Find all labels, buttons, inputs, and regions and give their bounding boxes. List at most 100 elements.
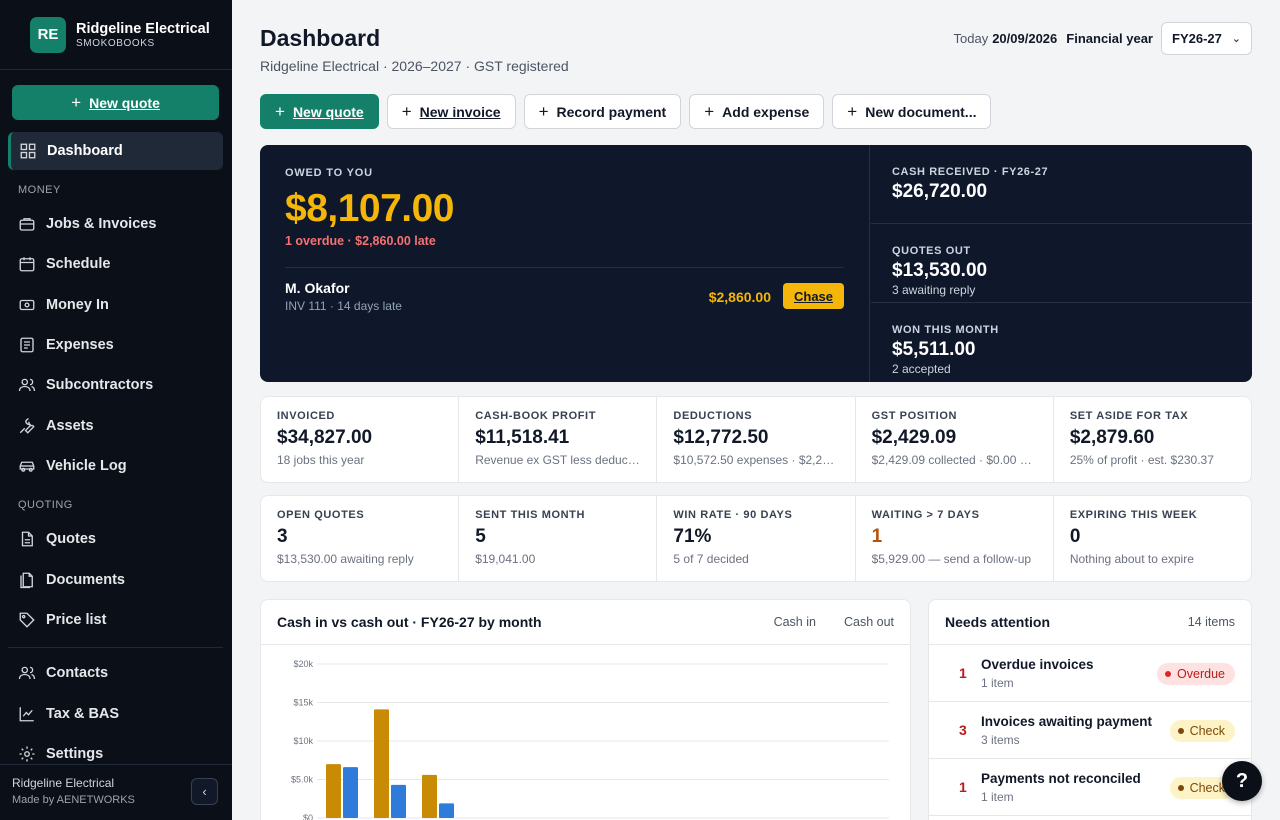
contacts-icon (18, 666, 36, 680)
stat-waiting-7-days[interactable]: WAITING > 7 DAYS 1 $5,929.00 — send a fo… (856, 496, 1054, 581)
attention-item-overdue-invoices[interactable]: 1 Overdue invoices 1 item Overdue (929, 645, 1251, 702)
stat-cash-book-profit[interactable]: CASH-BOOK PROFIT $11,518.41 Revenue ex G… (459, 397, 658, 482)
stat-sub: $2,429.09 collected · $0.00 cr... (871, 453, 1037, 467)
y-tick-label: $20k (293, 659, 313, 669)
sidebar-item-assets[interactable]: Assets (8, 407, 223, 445)
sidebar-item-settings[interactable]: Settings (8, 735, 223, 773)
y-tick-label: $15k (293, 698, 313, 708)
stat-gst-position[interactable]: GST POSITION $2,429.09 $2,429.09 collect… (856, 397, 1054, 482)
sidebar-item-subcontractors[interactable]: Subcontractors (8, 366, 223, 404)
quotes-out-cell[interactable]: QUOTES OUT $13,530.00 3 awaiting reply (871, 224, 1252, 303)
add-expense-label: Add expense (722, 103, 810, 120)
owed-summary-panel: OWED TO YOU $8,107.00 1 overdue · $2,860… (260, 145, 1252, 382)
record-payment-label: Record payment (556, 103, 667, 120)
receipt-icon (20, 337, 34, 353)
legend-cash-in[interactable]: Cash in (773, 615, 816, 629)
sidebar-item-label: Assets (46, 418, 94, 434)
bar-cash-out[interactable] (391, 784, 406, 818)
dot-icon (1177, 728, 1184, 734)
file-icon (21, 531, 33, 547)
sidebar-item-label: Settings (46, 746, 104, 762)
stat-value: $11,518.41 (475, 427, 570, 448)
financial-year-select[interactable]: FY26-27 ⌄ (1161, 22, 1252, 55)
bar-cash-out[interactable] (343, 767, 358, 818)
sidebar-item-dashboard[interactable]: Dashboard (8, 132, 223, 170)
stat-label: OPEN QUOTES (277, 509, 365, 521)
sidebar-item-vehicle-log[interactable]: Vehicle Log (8, 447, 223, 485)
attention-item-invoices-awaiting[interactable]: 3 Invoices awaiting payment 3 items Chec… (929, 702, 1251, 759)
won-value: $5,511.00 (892, 339, 976, 360)
sidebar-item-label: Money In (46, 297, 109, 313)
status-badge: Check (1169, 720, 1235, 742)
record-payment-button[interactable]: + Record payment (523, 94, 682, 129)
stat-label: INVOICED (277, 410, 335, 422)
cash-chart-card: Cash in vs cash out · FY26-27 by month C… (260, 599, 911, 820)
attention-item-payments-not-reconciled[interactable]: 1 Payments not reconciled 1 item Check (929, 759, 1251, 816)
new-quote-label: New quote (292, 103, 364, 120)
sidebar-item-documents[interactable]: Documents (8, 561, 223, 599)
stat-set-aside-for-tax[interactable]: SET ASIDE FOR TAX $2,879.60 25% of profi… (1054, 397, 1251, 482)
car-icon (19, 461, 35, 472)
gear-icon (19, 746, 35, 762)
sidebar-item-label: Subcontractors (46, 377, 154, 393)
cash-received-cell[interactable]: CASH RECEIVED · FY26-27 $26,720.00 (871, 145, 1252, 224)
bar-cash-out[interactable] (439, 803, 454, 818)
stat-sent-this-month[interactable]: SENT THIS MONTH 5 $19,041.00 (459, 496, 658, 581)
stat-label: DEDUCTIONS (673, 410, 753, 422)
add-expense-button[interactable]: + Add expense (689, 94, 825, 129)
new-invoice-button[interactable]: + New invoice (386, 94, 516, 129)
attention-count: 14 items (1187, 615, 1235, 629)
collapse-sidebar-button[interactable]: ‹ (191, 778, 218, 805)
users-icon (18, 378, 36, 392)
stat-deductions[interactable]: DEDUCTIONS $12,772.50 $10,572.50 expense… (657, 397, 856, 482)
sidebar-item-tax-bas[interactable]: Tax & BAS (8, 695, 223, 733)
attention-item-label: Invoices awaiting payment (981, 714, 1153, 729)
plus-icon: + (275, 101, 285, 121)
chevron-down-icon: ⌄ (1231, 33, 1241, 45)
sidebar-new-quote-button[interactable]: + New quote (12, 85, 219, 120)
sidebar-item-quotes[interactable]: Quotes (8, 520, 223, 558)
new-quote-button[interactable]: + New quote (260, 94, 379, 129)
status-badge-label: Overdue (1177, 667, 1225, 681)
calendar-icon (19, 257, 35, 272)
sidebar-item-schedule[interactable]: Schedule (8, 245, 223, 283)
plus-icon: + (704, 101, 715, 121)
chase-button[interactable]: Chase (783, 283, 844, 309)
sidebar-item-price-list[interactable]: Price list (8, 601, 223, 639)
owed-amount: $8,107.00 (285, 187, 455, 230)
sidebar-item-jobs-invoices[interactable]: Jobs & Invoices (8, 205, 223, 243)
new-document-label: New document... (865, 103, 977, 120)
sidebar-item-label: Contacts (46, 665, 109, 681)
dot-icon (1177, 785, 1184, 791)
stat-label: SET ASIDE FOR TAX (1069, 410, 1189, 422)
stat-sub: 25% of profit · est. $230.37 (1069, 453, 1214, 467)
bar-cash-in[interactable] (326, 764, 341, 818)
bar-cash-in[interactable] (374, 709, 389, 818)
sidebar-item-contacts[interactable]: Contacts (8, 654, 223, 692)
bar-cash-in[interactable] (422, 774, 437, 818)
legend-cash-out[interactable]: Cash out (843, 615, 894, 629)
stat-win-rate[interactable]: WIN RATE · 90 DAYS 71% 5 of 7 decided (657, 496, 856, 581)
won-this-month-cell[interactable]: WON THIS MONTH $5,511.00 2 accepted (871, 303, 1252, 382)
stat-sub: 18 jobs this year (277, 453, 365, 467)
stat-invoiced[interactable]: INVOICED $34,827.00 18 jobs this year (261, 397, 460, 482)
chevron-left-icon: ‹ (202, 784, 207, 799)
stat-value: $2,879.60 (1069, 427, 1155, 448)
sidebar-item-label: Documents (46, 572, 125, 588)
stat-open-quotes[interactable]: OPEN QUOTES 3 $13,530.00 awaiting reply (261, 496, 460, 581)
sidebar-item-money-in[interactable]: Money In (8, 286, 223, 324)
sidebar-item-expenses[interactable]: Expenses (8, 326, 223, 364)
stat-expiring-this-week[interactable]: EXPIRING THIS WEEK 0 Nothing about to ex… (1054, 496, 1251, 581)
plus-icon: + (847, 101, 858, 121)
won-label: WON THIS MONTH (892, 324, 999, 336)
stat-value: $34,827.00 (277, 427, 373, 448)
finance-stats: INVOICED $34,827.00 18 jobs this year CA… (260, 396, 1252, 483)
brand[interactable]: RE Ridgeline Electrical SMOKOBOOKS (0, 0, 232, 70)
status-badge: Overdue (1157, 663, 1235, 685)
dot-icon (1165, 671, 1172, 677)
quotes-out-label: QUOTES OUT (892, 245, 971, 257)
debtor-row[interactable]: M. Okafor INV 111 · 14 days late $2,860.… (285, 267, 844, 327)
help-button[interactable]: ? (1222, 761, 1262, 801)
new-document-button[interactable]: + New document... (832, 94, 992, 129)
y-tick-label: $10k (293, 736, 313, 746)
